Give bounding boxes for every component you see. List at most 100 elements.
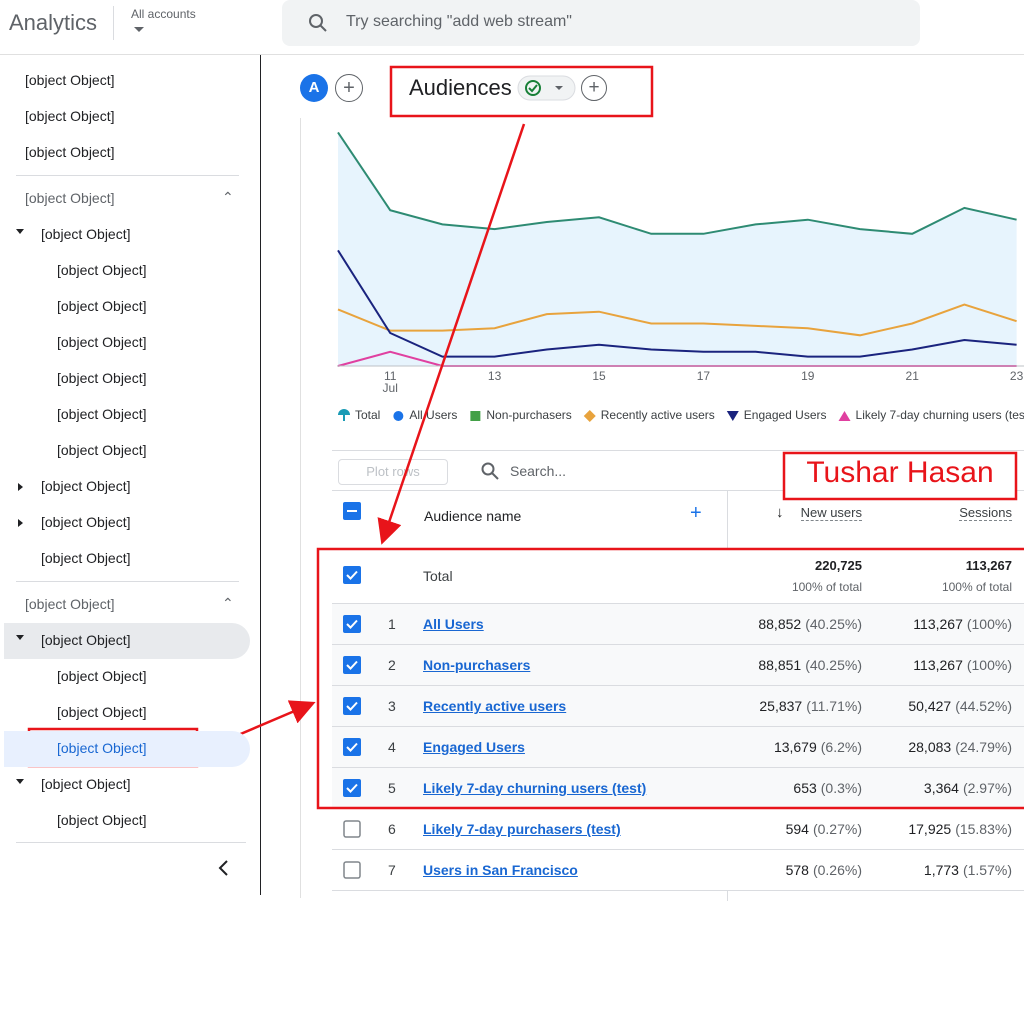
legend-label: Engaged Users — [744, 408, 827, 422]
column-header[interactable]: New users — [801, 505, 862, 521]
nav-item[interactable]: [object Object] — [41, 226, 131, 242]
x-tick-label: 21 — [906, 369, 920, 383]
total-value: 220,725 — [815, 558, 862, 573]
checkbox[interactable] — [342, 501, 362, 521]
percent: (0.3%) — [821, 780, 862, 796]
new-users: 653(0.3%) — [793, 780, 862, 796]
checkbox[interactable] — [342, 655, 362, 675]
legend-item: Recently active users — [584, 408, 715, 422]
total-label: Total — [423, 568, 453, 584]
legend-item: All Users — [393, 408, 457, 422]
divider — [16, 842, 246, 843]
nav-item[interactable]: [object Object] — [57, 668, 147, 684]
percent: (2.97%) — [963, 780, 1012, 796]
value: 50,427 — [908, 698, 951, 714]
percent: (6.2%) — [821, 739, 862, 755]
nav-item[interactable]: [object Object] — [57, 406, 147, 422]
column-header[interactable]: Sessions — [959, 505, 1012, 521]
nav-item[interactable]: [object Object] — [57, 370, 147, 386]
sessions: 50,427(44.52%) — [908, 698, 1012, 714]
column-header: Audience name — [424, 508, 521, 524]
x-tick-label: 13 — [488, 369, 502, 383]
checkbox[interactable] — [342, 778, 362, 798]
value: 3,364 — [924, 780, 959, 796]
checkbox[interactable] — [342, 565, 362, 585]
nav-item[interactable]: [object Object] — [57, 334, 147, 350]
row-index: 5 — [388, 780, 396, 796]
nav-item[interactable]: [object Object] — [57, 740, 147, 756]
sessions: 113,267(100%) — [913, 616, 1012, 632]
sessions: 3,364(2.97%) — [924, 780, 1012, 796]
value: 113,267 — [913, 616, 963, 632]
checkbox-fill — [343, 738, 361, 756]
checkbox-empty — [344, 821, 360, 837]
row-border — [332, 490, 1024, 491]
legend-label: Likely 7-day churning users (test) — [856, 408, 1024, 422]
section-caret[interactable]: ⌃ — [222, 595, 234, 612]
percent: (0.26%) — [813, 862, 862, 878]
month-label: Jul — [383, 381, 398, 395]
checkbox-fill — [343, 566, 361, 584]
nav-item[interactable]: [object Object] — [57, 262, 147, 278]
nav-item[interactable]: [object Object] — [25, 108, 115, 124]
audience-link[interactable]: Engaged Users — [423, 739, 525, 755]
line — [338, 132, 1017, 233]
checkbox-fill — [343, 656, 361, 674]
x-tick-label: 19 — [801, 369, 815, 383]
expand-icon — [16, 229, 24, 234]
legend-marker — [393, 411, 403, 421]
checkbox[interactable] — [342, 696, 362, 716]
row-index: 2 — [388, 657, 396, 673]
value: 17,925 — [908, 821, 951, 837]
x-tick-label: 17 — [697, 369, 711, 383]
nav-item[interactable]: [object Object] — [25, 144, 115, 160]
nav-item[interactable]: [object Object] — [57, 812, 147, 828]
expand-icon — [16, 779, 24, 784]
nav-item[interactable]: [object Object] — [41, 478, 131, 494]
checkbox-fill — [343, 615, 361, 633]
nav-item[interactable]: [object Object] — [41, 632, 131, 648]
checkbox[interactable] — [342, 819, 362, 839]
value: 28,083 — [908, 739, 951, 755]
x-tick-label: 23 — [1010, 369, 1024, 383]
sort-icon: ↓ — [776, 504, 784, 521]
section-caret[interactable]: ⌃ — [222, 189, 234, 206]
percent: (1.57%) — [963, 862, 1012, 878]
audience-link[interactable]: Likely 7-day purchasers (test) — [423, 821, 621, 837]
percent: (15.83%) — [955, 821, 1012, 837]
audience-link[interactable]: Users in San Francisco — [423, 862, 578, 878]
nav-item[interactable]: [object Object] — [41, 776, 131, 792]
nav-item[interactable]: [object Object] — [25, 596, 115, 612]
percent: (0.27%) — [813, 821, 862, 837]
legend-marker — [584, 410, 596, 422]
nav-item[interactable]: [object Object] — [57, 704, 147, 720]
checkbox[interactable] — [342, 737, 362, 757]
audience-link[interactable]: Likely 7-day churning users (test) — [423, 780, 646, 796]
nav-item[interactable]: [object Object] — [41, 514, 131, 530]
legend-label: Total — [355, 408, 380, 422]
percent: (100%) — [967, 616, 1012, 632]
add-column[interactable]: + — [690, 502, 702, 525]
nav-item[interactable]: [object Object] — [25, 190, 115, 206]
nav-item[interactable]: [object Object] — [41, 550, 131, 566]
row-border — [332, 450, 1024, 451]
checkbox[interactable] — [342, 614, 362, 634]
nav-item[interactable]: [object Object] — [57, 442, 147, 458]
new-users: 88,851(40.25%) — [758, 657, 862, 673]
nav-item[interactable]: [object Object] — [25, 72, 115, 88]
legend-item: Likely 7-day churning users (test) — [839, 408, 1024, 422]
table: Audience name + ↓ New users Sessions Total 220… — [332, 450, 1024, 900]
legend-marker — [727, 411, 739, 421]
nav-item[interactable]: [object Object] — [57, 298, 147, 314]
checkbox-fill — [343, 779, 361, 797]
audience-link[interactable]: Recently active users — [423, 698, 566, 714]
legend-item: Engaged Users — [727, 408, 827, 422]
row-index: 6 — [388, 821, 396, 837]
audience-link[interactable]: Non-purchasers — [423, 657, 530, 673]
collapse-button[interactable] — [214, 858, 234, 878]
audience-link[interactable]: All Users — [423, 616, 484, 632]
total-value: 113,267 — [966, 558, 1012, 573]
percent: (44.52%) — [955, 698, 1012, 714]
checkbox[interactable] — [342, 860, 362, 880]
